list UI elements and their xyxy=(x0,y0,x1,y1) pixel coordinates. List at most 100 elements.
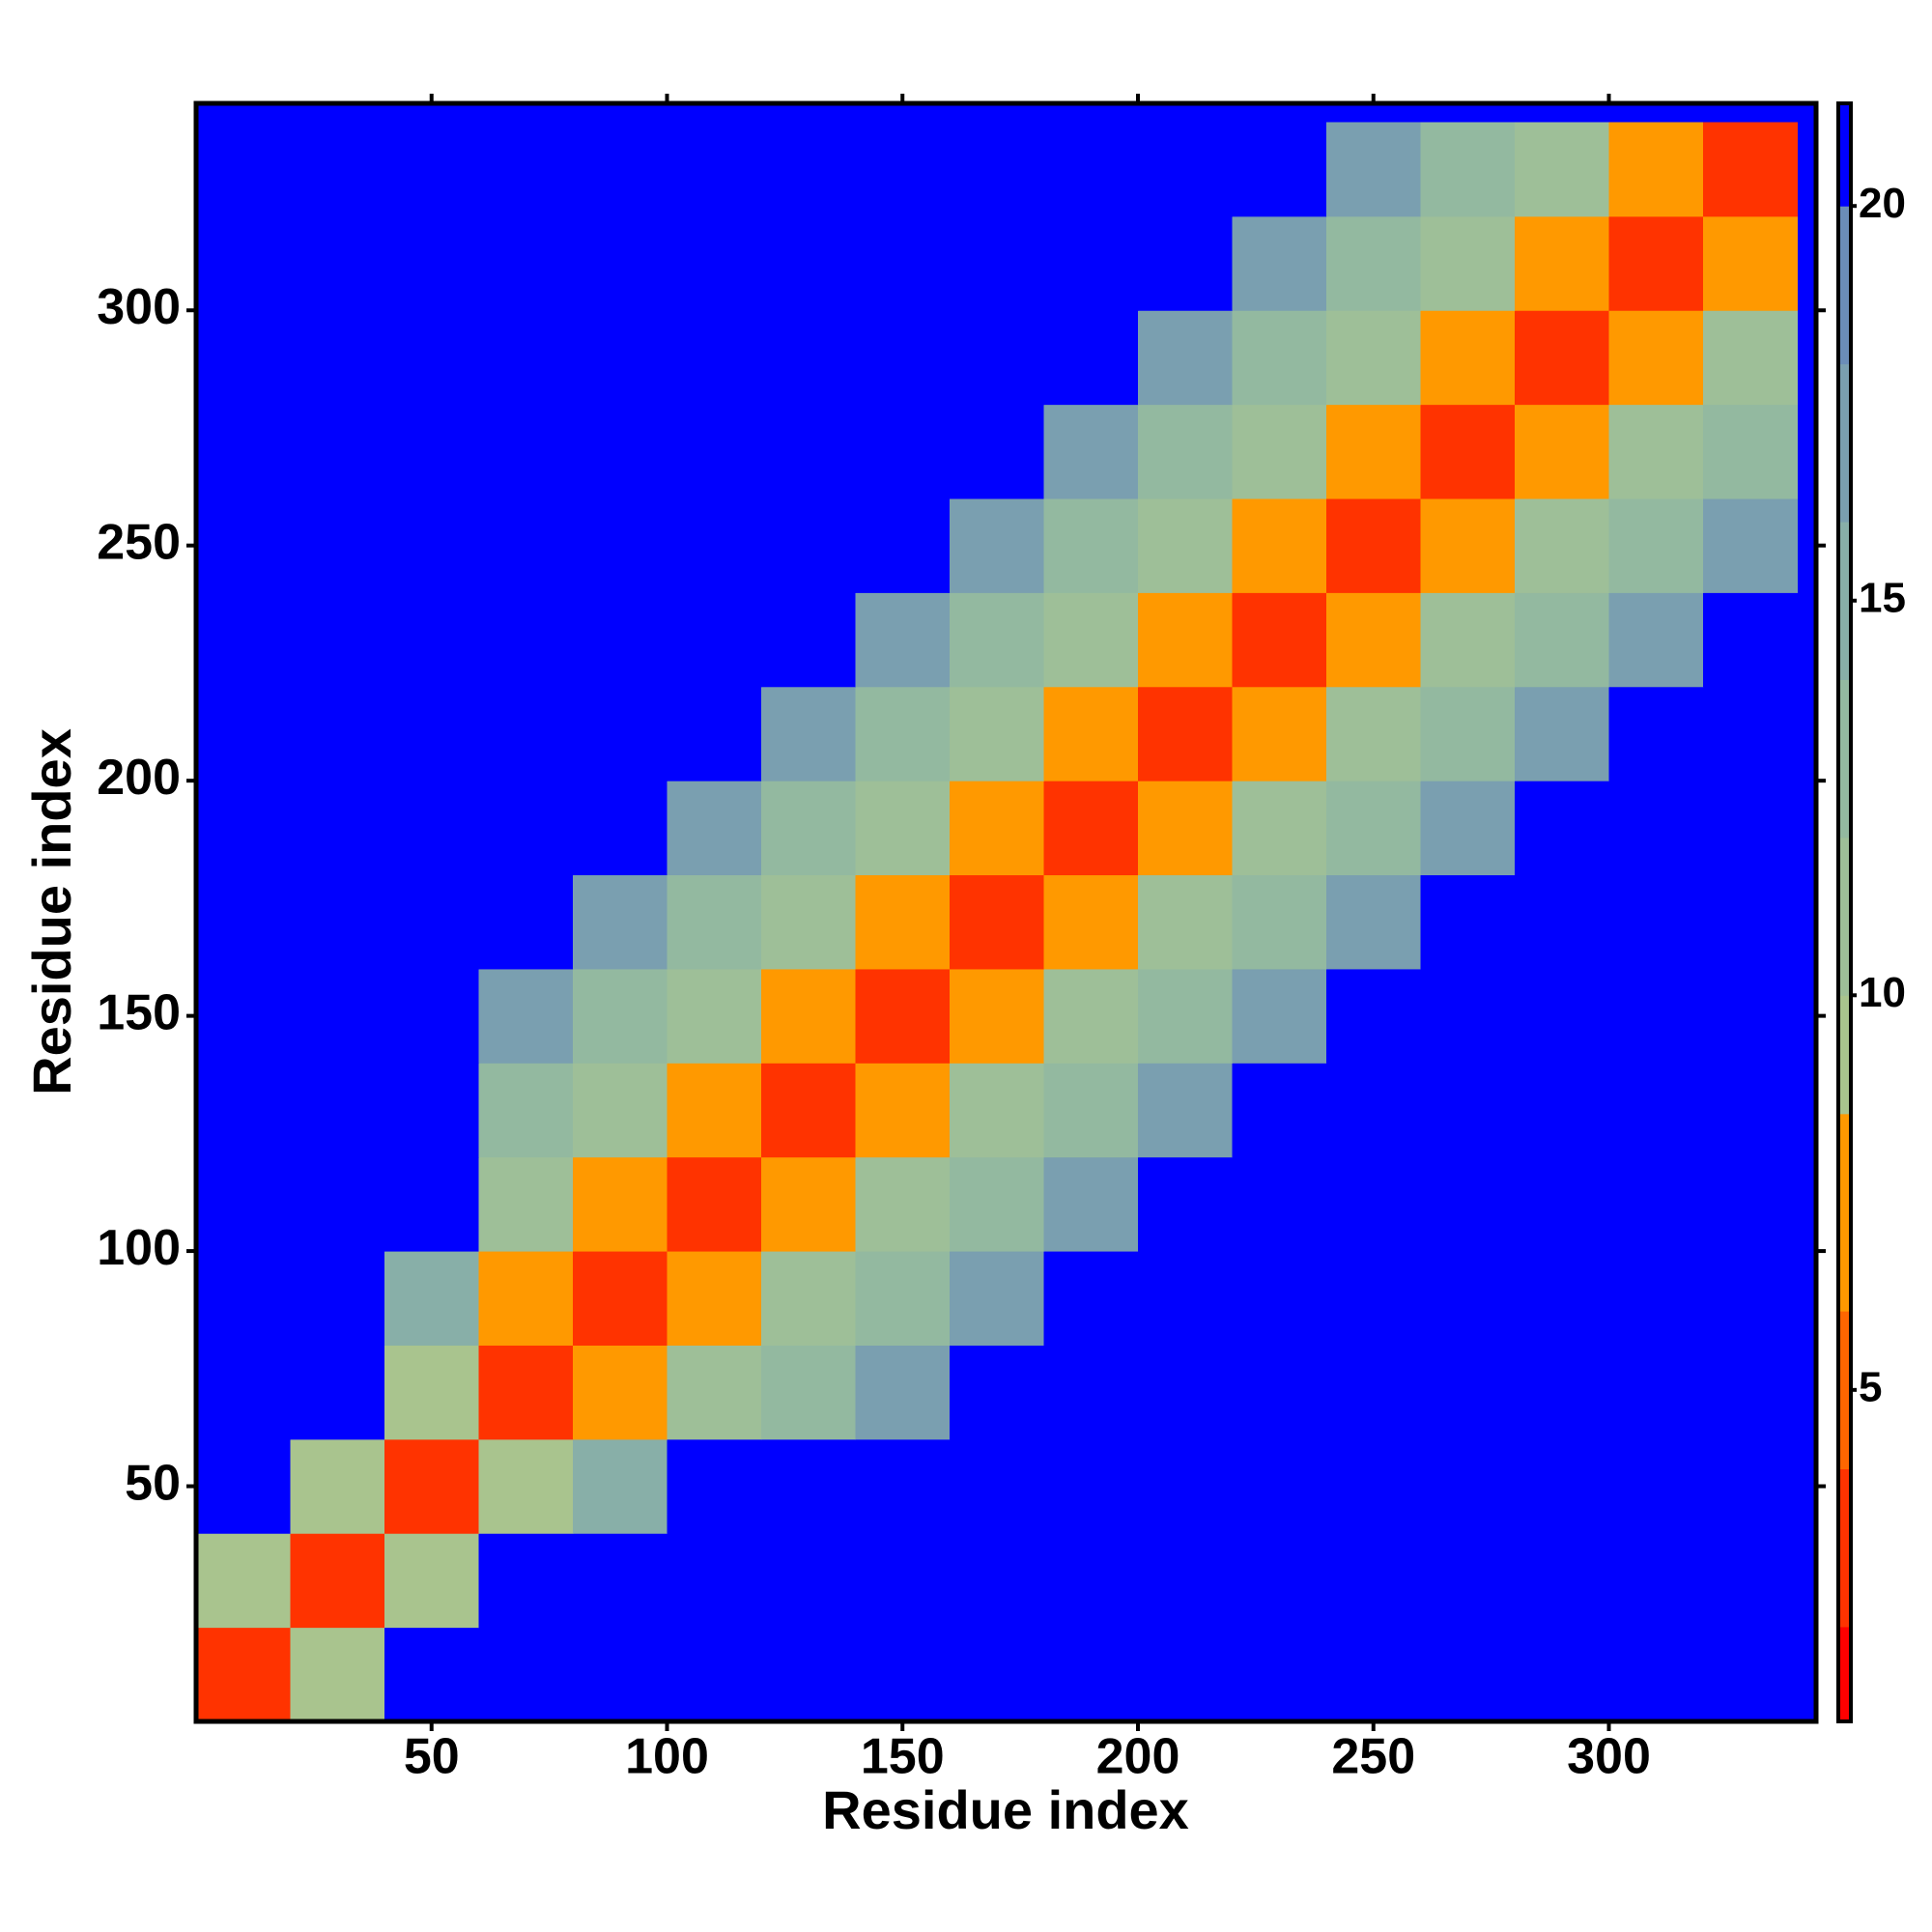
heatmap-cell xyxy=(950,1063,1044,1158)
heatmap-cell xyxy=(1326,1063,1421,1158)
x-tick-label: 300 xyxy=(1567,1729,1651,1785)
heatmap-cell xyxy=(478,1251,574,1346)
heatmap-cell xyxy=(290,122,385,217)
heatmap-cell xyxy=(950,1251,1044,1346)
heatmap-cell xyxy=(1515,1533,1609,1629)
heatmap-cell xyxy=(573,122,668,217)
heatmap-cell xyxy=(1138,686,1233,781)
heatmap-cell xyxy=(761,781,856,876)
heatmap-cell xyxy=(1420,1063,1516,1158)
heatmap-cell xyxy=(1515,781,1609,876)
heatmap-cell xyxy=(667,1156,762,1252)
heatmap-cell xyxy=(573,874,668,970)
heatmap-cell xyxy=(1326,122,1421,217)
heatmap-cell xyxy=(1420,498,1516,593)
heatmap-cell xyxy=(290,686,385,781)
heatmap-cell xyxy=(1703,686,1798,781)
heatmap-cell xyxy=(478,310,574,406)
heatmap-cell xyxy=(1043,874,1139,970)
heatmap-cell xyxy=(1703,215,1798,311)
heatmap-cell xyxy=(667,122,762,217)
heatmap-cell xyxy=(667,1063,762,1158)
heatmap-cell xyxy=(1043,968,1139,1064)
y-tick-label: 50 xyxy=(125,1455,181,1511)
heatmap-cell xyxy=(667,1533,762,1629)
heatmap-cell xyxy=(573,498,668,593)
heatmap-cell xyxy=(1608,498,1704,593)
colorbar-band xyxy=(1838,679,1851,838)
heatmap-cell xyxy=(1043,215,1139,311)
heatmap-cell xyxy=(1420,1251,1516,1346)
heatmap-cell xyxy=(1515,1156,1609,1252)
heatmap-cell xyxy=(1515,215,1609,311)
heatmap-cell xyxy=(950,1438,1044,1534)
heatmap-cell xyxy=(1138,1438,1233,1534)
heatmap-cell xyxy=(950,122,1044,217)
heatmap-cell xyxy=(573,310,668,406)
heatmap-cell xyxy=(950,310,1044,406)
heatmap-cell xyxy=(1608,781,1704,876)
heatmap-cell xyxy=(1515,404,1609,499)
heatmap-cell xyxy=(573,1251,668,1346)
heatmap-cell xyxy=(290,498,385,593)
heatmap-cell xyxy=(667,781,762,876)
heatmap-cell xyxy=(1608,686,1704,781)
heatmap-cell xyxy=(1043,498,1139,593)
heatmap-cell xyxy=(667,215,762,311)
heatmap-cell xyxy=(855,968,951,1064)
heatmap-cell xyxy=(290,310,385,406)
heatmap-cell xyxy=(478,968,574,1064)
heatmap-cell xyxy=(1420,404,1516,499)
heatmap-cell xyxy=(1420,1156,1516,1252)
heatmap-cell xyxy=(573,781,668,876)
heatmap-cell xyxy=(1232,1345,1327,1440)
colorbar-band xyxy=(1838,206,1851,365)
heatmap-cell xyxy=(384,1156,479,1252)
heatmap-cell xyxy=(667,686,762,781)
heatmap-cell xyxy=(196,592,291,688)
heatmap-cell xyxy=(1043,404,1139,499)
colorbar-band xyxy=(1838,522,1851,680)
heatmap-cell xyxy=(855,122,951,217)
heatmap-cell xyxy=(1043,1438,1139,1534)
heatmap-cell xyxy=(1326,1345,1421,1440)
heatmap-cell xyxy=(478,1063,574,1158)
colorbar-tick-label: 20 xyxy=(1859,180,1906,227)
heatmap-cell xyxy=(196,1063,291,1158)
heatmap-cell xyxy=(761,1533,856,1629)
heatmap-cell xyxy=(196,968,291,1064)
heatmap-cell xyxy=(384,592,479,688)
heatmap-cell xyxy=(667,1251,762,1346)
heatmap-cell xyxy=(196,874,291,970)
heatmap-cell xyxy=(384,1345,479,1440)
heatmap-cell xyxy=(855,1251,951,1346)
heatmap-cell xyxy=(1515,1627,1609,1722)
heatmap-cell xyxy=(1326,592,1421,688)
heatmap-cell xyxy=(1232,498,1327,593)
heatmap-cell xyxy=(1703,1533,1798,1629)
heatmap-cell xyxy=(1608,968,1704,1064)
heatmap-cell xyxy=(573,1345,668,1440)
heatmap-cell xyxy=(1326,1251,1421,1346)
heatmap-cell xyxy=(1138,122,1233,217)
heatmap-cell xyxy=(761,1156,856,1252)
heatmap-cell xyxy=(478,874,574,970)
heatmap-cell xyxy=(1608,404,1704,499)
heatmap-cell xyxy=(950,592,1044,688)
heatmap-cell xyxy=(1703,1345,1798,1440)
heatmap-cell xyxy=(950,686,1044,781)
heatmap-cell xyxy=(761,310,856,406)
heatmap-cell xyxy=(196,310,291,406)
heatmap-cell xyxy=(1232,1156,1327,1252)
heatmap-cell xyxy=(950,1345,1044,1440)
heatmap-cell xyxy=(478,1533,574,1629)
heatmap-cell xyxy=(1138,968,1233,1064)
heatmap-cell xyxy=(1043,310,1139,406)
heatmap-cell xyxy=(1232,310,1327,406)
colorbar-band xyxy=(1838,995,1851,1115)
heatmap-cell xyxy=(1232,215,1327,311)
heatmap-cell xyxy=(196,404,291,499)
heatmap-cell xyxy=(1138,310,1233,406)
heatmap-cell xyxy=(667,1627,762,1722)
heatmap-cell xyxy=(950,1156,1044,1252)
